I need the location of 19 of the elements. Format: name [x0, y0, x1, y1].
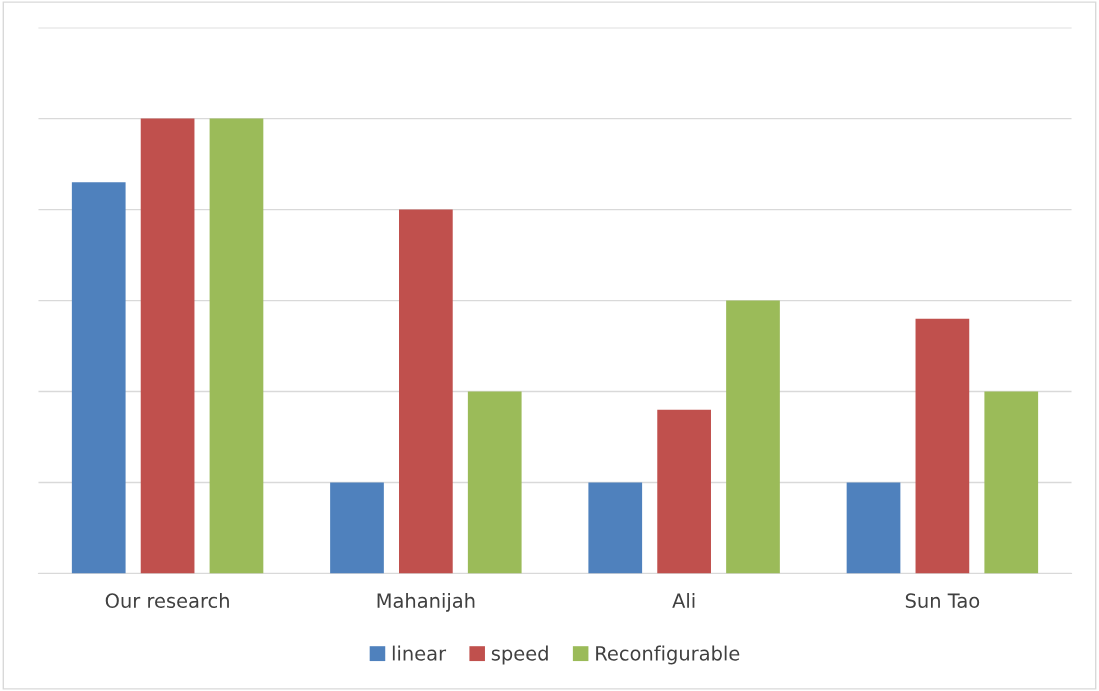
x-tick-label: Mahanijah — [377, 592, 475, 612]
bar — [71, 182, 126, 574]
legend-label: speed — [491, 645, 548, 665]
bar — [915, 318, 970, 574]
bar — [209, 118, 264, 574]
bar — [726, 300, 780, 574]
x-tick-label: Our research — [105, 592, 229, 609]
bar — [140, 118, 195, 574]
bar — [846, 482, 901, 574]
x-tick-label: Ali — [672, 592, 695, 608]
bar — [467, 391, 522, 574]
x-tick-label: Sun Tao — [905, 593, 980, 609]
bar — [657, 409, 711, 574]
legend-label: Reconfigurable — [596, 645, 740, 665]
bar — [399, 209, 453, 574]
bar — [330, 482, 384, 574]
bar — [984, 391, 1039, 574]
legend-label: linear — [392, 645, 447, 661]
bar — [588, 482, 643, 574]
